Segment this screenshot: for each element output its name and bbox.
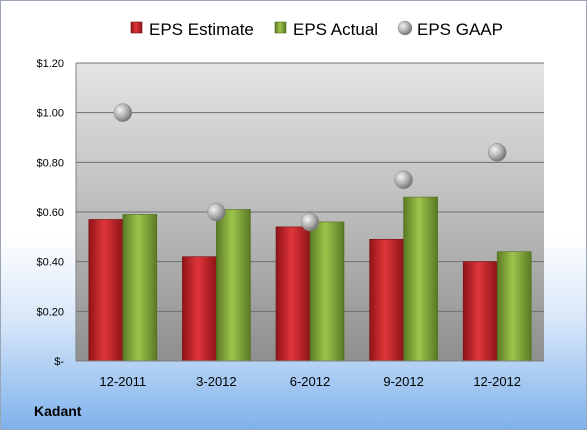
x-tick-label: 12-2011 [99, 374, 146, 389]
bars [88, 196, 532, 362]
y-tick-label: $0.20 [36, 306, 64, 318]
company-name: Kadant [34, 403, 82, 419]
y-tick-label: $0.80 [36, 157, 64, 169]
bar-eps-actual [496, 251, 532, 362]
y-tick-label: $1.00 [36, 108, 64, 120]
bar-eps-estimate [462, 261, 498, 362]
bar-eps-actual [216, 209, 251, 362]
marker-eps-gaap [300, 212, 320, 232]
bar-eps-actual [122, 214, 158, 362]
marker-eps-gaap [113, 103, 133, 122]
legend-swatch [274, 21, 287, 34]
legend: EPS Estimate EPS Actual EPS GAAP [130, 20, 503, 39]
bar-eps-actual [403, 196, 438, 362]
marker-eps-gaap [207, 202, 226, 222]
legend-swatch [130, 21, 143, 34]
bar-eps-estimate [88, 219, 124, 362]
markers [113, 103, 507, 232]
x-tick-label: 9-2012 [383, 374, 423, 389]
legend-swatch [397, 20, 413, 36]
y-tick-label: $1.20 [36, 58, 64, 70]
bar-eps-actual [309, 221, 345, 362]
x-tick-label: 3-2012 [196, 374, 236, 389]
legend-label: EPS Actual [293, 20, 378, 39]
bar-eps-estimate [182, 256, 217, 362]
marker-eps-gaap [487, 143, 507, 162]
y-axis: $- $0.20 $0.40 $0.60 $0.80 $1.00 $1.20 [36, 58, 77, 368]
x-axis: 12-2011 3-2012 6-2012 9-2012 12-2012 [76, 360, 544, 389]
legend-label: EPS Estimate [149, 20, 254, 39]
marker-eps-gaap [394, 170, 413, 189]
legend-label: EPS GAAP [417, 20, 503, 39]
y-tick-label: $0.40 [36, 257, 64, 269]
bar-eps-estimate [275, 226, 311, 362]
y-tick-label: $0.60 [36, 207, 64, 219]
x-tick-label: 12-2012 [473, 374, 521, 389]
bar-eps-estimate [369, 239, 404, 362]
y-tick-label: $- [54, 356, 64, 368]
x-tick-label: 6-2012 [290, 374, 330, 389]
